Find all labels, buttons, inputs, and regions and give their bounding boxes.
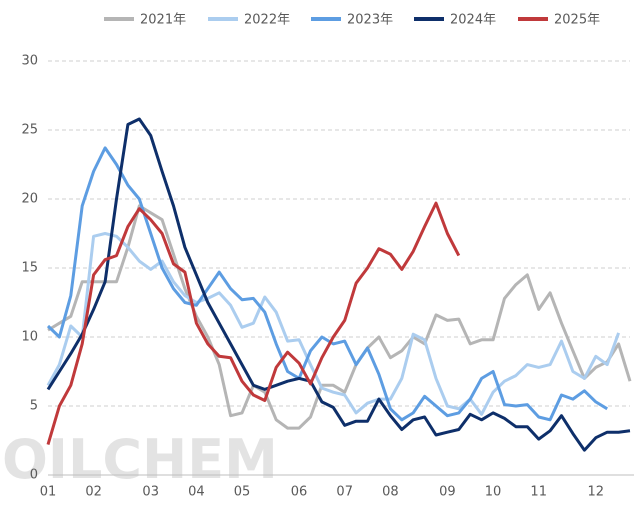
series-line	[46, 232, 621, 416]
x-tick-label: 10	[485, 485, 502, 500]
legend-label: 2024年	[450, 13, 496, 28]
y-tick-label: 10	[21, 330, 38, 345]
y-tick-label: 25	[21, 123, 38, 138]
x-tick-label: 05	[234, 485, 251, 500]
series-line	[46, 117, 631, 452]
series-line	[46, 201, 461, 446]
x-tick-label: 07	[336, 485, 353, 500]
x-tick-label: 06	[291, 485, 308, 500]
x-tick-label: 11	[530, 485, 547, 500]
legend-label: 2023年	[347, 13, 393, 28]
legend-label: 2022年	[244, 13, 290, 28]
legend-label: 2025年	[554, 13, 600, 28]
x-tick-label: 08	[382, 485, 399, 500]
y-tick-label: 5	[30, 399, 38, 414]
x-tick-label: 02	[85, 485, 102, 500]
x-tick-label: 09	[439, 485, 456, 500]
watermark: OILCHEM	[2, 428, 278, 491]
y-tick-label: 15	[21, 261, 38, 276]
series-line	[46, 146, 608, 422]
x-tick-label: 03	[142, 485, 159, 500]
legend-label: 2021年	[140, 13, 186, 28]
y-tick-label: 20	[21, 192, 38, 207]
x-tick-label: 04	[188, 485, 205, 500]
x-tick-label: 01	[40, 485, 57, 500]
series-line	[47, 204, 632, 430]
y-tick-label: 30	[21, 54, 38, 69]
y-tick-label: 0	[30, 468, 38, 483]
x-tick-label: 12	[587, 485, 604, 500]
